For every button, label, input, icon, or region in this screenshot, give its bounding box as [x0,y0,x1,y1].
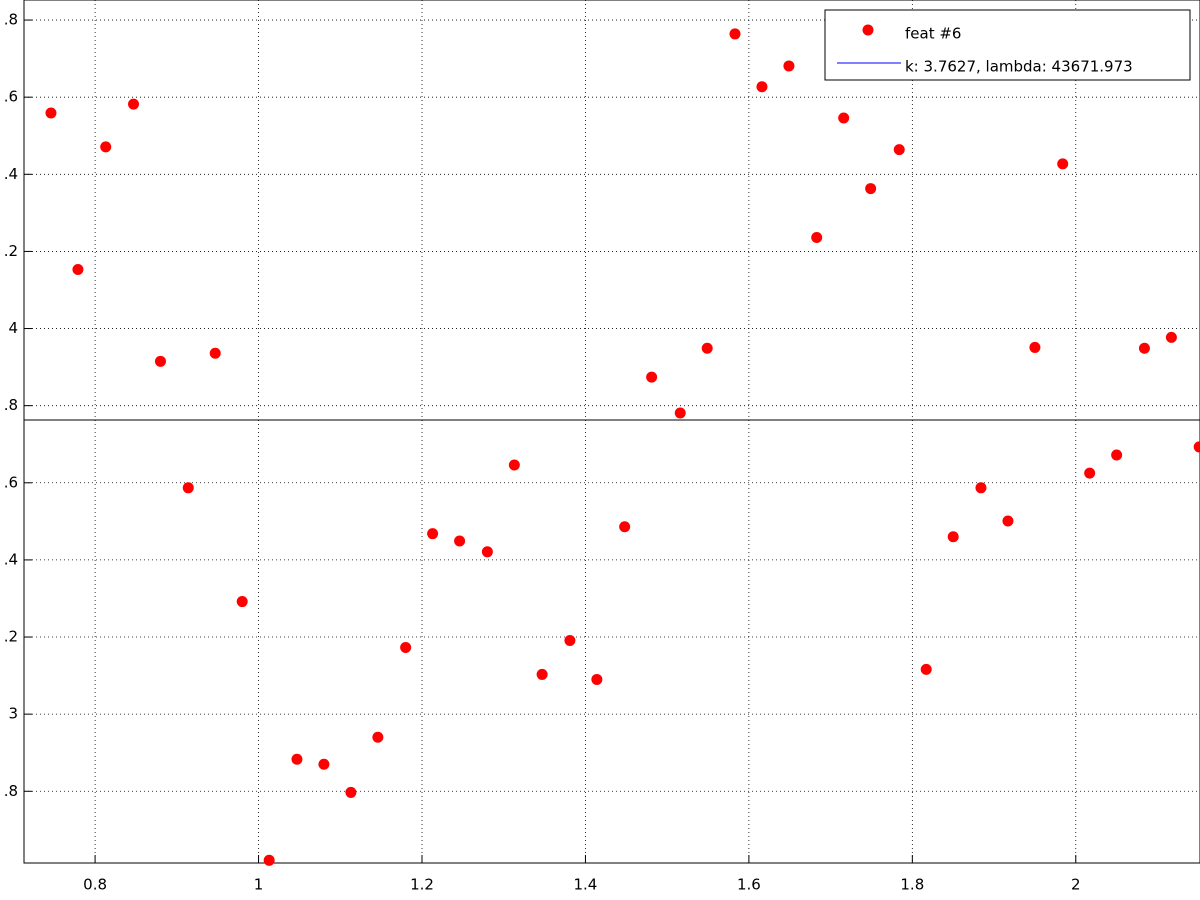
data-point [72,264,84,276]
data-point [154,355,166,367]
data-point [481,546,493,558]
y-tick-label: 4 [8,319,18,337]
legend-marker [862,24,874,36]
data-point [318,758,330,770]
data-point [619,521,631,533]
data-point [564,635,576,647]
data-point [701,342,713,354]
data-point [1002,515,1014,527]
data-point [811,232,823,244]
data-point [1084,467,1096,479]
x-tick-label: 1.8 [900,876,924,894]
data-point [400,641,412,653]
data-point [783,60,795,72]
data-point [372,731,384,743]
x-tick-label: 1.6 [737,876,761,894]
y-tick-label: .4 [4,165,18,183]
y-tick-label: .4 [4,550,18,568]
data-point [263,854,275,866]
data-point [947,531,959,543]
data-point [427,528,439,540]
data-point [729,28,741,40]
data-point [920,663,932,675]
legend-label: feat #6 [905,25,961,43]
data-point [236,596,248,608]
x-tick-label: 2 [1071,876,1081,894]
data-point [1165,331,1177,343]
data-point [508,459,520,471]
data-point [291,753,303,765]
y-tick-label: .2 [4,628,18,646]
data-point [209,347,221,359]
y-tick-label: .6 [4,473,18,491]
y-tick-label: .8 [4,396,18,414]
data-point [1193,441,1200,453]
plot-frame [23,0,1200,864]
y-tick-label: 3 [8,705,18,723]
data-point [536,668,548,680]
x-tick-label: 0.8 [83,876,107,894]
x-tick-label: 1.2 [410,876,434,894]
y-tick-label: .2 [4,242,18,260]
data-point [1057,158,1069,170]
data-point [1138,342,1150,354]
data-point [756,81,768,93]
y-tick-label: .8 [4,11,18,29]
data-point [345,786,357,798]
data-point [838,112,850,124]
data-point [893,144,905,156]
data-point [674,407,686,419]
data-point [1111,449,1123,461]
data-point [45,107,57,119]
data-point [182,482,194,494]
data-point [100,141,112,153]
y-tick-label: .6 [4,88,18,106]
data-point [591,673,603,685]
legend-label: k: 3.7627, lambda: 43671.973 [905,58,1133,76]
data-point [646,371,658,383]
data-point [975,482,987,494]
x-tick-label: 1.4 [574,876,598,894]
legend-box [824,9,1191,81]
x-tick-label: 1 [254,876,264,894]
y-tick-label: .8 [4,782,18,800]
data-point [865,183,877,195]
data-point [454,535,466,547]
data-point [128,98,140,110]
data-point [1029,341,1041,353]
